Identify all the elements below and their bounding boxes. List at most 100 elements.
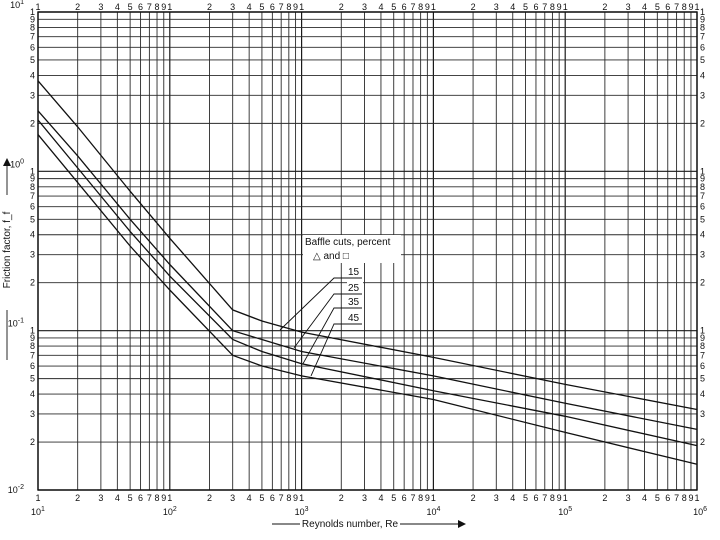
x-bottom-tick-label: 5 [259,493,264,503]
series-line-45 [37,134,698,465]
y-decade-label: 10-1 [8,318,24,329]
y-left-tick-label: 5 [30,214,35,224]
x-bottom-tick-label: 4 [378,493,383,503]
y-left-tick-label: 1 [30,7,35,17]
y-left-tick-label: 8 [30,182,35,192]
y-right-tick-label: 2 [700,278,705,288]
x-top-tick-label: 1 [694,2,699,12]
x-top-tick-label: 1 [35,2,40,12]
series-curves [37,80,698,465]
x-top-tick-label: 9 [688,2,693,12]
y-right-tick-label: 1 [700,166,705,176]
x-bottom-tick-label: 2 [471,493,476,503]
y-left-tick-label: 6 [30,361,35,371]
x-bottom-tick-label: 1 [563,493,568,503]
y-right-tick-label: 9 [700,14,705,24]
y-left-tick-label: 8 [30,22,35,32]
legend-leader-35 [302,307,362,364]
legend-subtitle: △ and □ [313,251,349,262]
x-bottom-tick-label: 3 [230,493,235,503]
legend-entry-25: 25 [348,283,360,294]
x-bottom-tick-label: 4 [247,493,252,503]
series-line-25 [37,110,698,431]
x-bottom-tick-label: 3 [98,493,103,503]
y-right-tick-label: 3 [700,90,705,100]
x-top-tick-label: 6 [533,2,538,12]
y-left-tick-label: 3 [30,90,35,100]
x-axis-arrow-head [458,520,466,528]
x-top-tick-label: 7 [410,2,415,12]
y-left-tick-label: 3 [30,250,35,260]
x-top-tick-label: 3 [362,2,367,12]
y-right-tick-label: 8 [700,182,705,192]
x-bottom-tick-label: 5 [391,493,396,503]
x-top-tick-label: 4 [247,2,252,12]
y-decade-label: 101 [10,0,24,10]
y-left-tick-label: 9 [30,14,35,24]
y-left-tick-label: 5 [30,374,35,384]
series-line-35 [37,119,698,447]
y-left-tick-label: 3 [30,409,35,419]
x-bottom-tick-label: 6 [270,493,275,503]
x-top-tick-label: 2 [602,2,607,12]
legend-entry-15: 15 [348,267,360,278]
x-top-tick-label: 7 [542,2,547,12]
y-right-tick-label: 3 [700,409,705,419]
x-bottom-tick-label: 9 [425,493,430,503]
y-right-tick-label: 5 [700,214,705,224]
x-bottom-tick-label: 4 [115,493,120,503]
x-bottom-tick-label: 3 [626,493,631,503]
x-bottom-tick-label: 9 [688,493,693,503]
y-left-tick-label: 4 [30,230,35,240]
x-top-tick-label: 1 [431,2,436,12]
x-bottom-tick-label: 3 [494,493,499,503]
x-top-tick-label: 2 [75,2,80,12]
x-top-tick-label: 8 [550,2,555,12]
y-decade-label: 10-2 [8,484,24,495]
x-top-tick-label: 2 [207,2,212,12]
y-right-tick-label: 7 [700,350,705,360]
x-bottom-tick-label: 5 [128,493,133,503]
y-right-tick-label: 6 [700,202,705,212]
y-left-tick-label: 2 [30,437,35,447]
x-top-tick-label: 9 [293,2,298,12]
x-top-tick-label: 4 [510,2,515,12]
x-bottom-tick-label: 7 [279,493,284,503]
legend-title: Baffle cuts, percent [305,237,391,248]
y-left-tick-label: 7 [30,32,35,42]
x-top-tick-label: 8 [155,2,160,12]
x-bottom-tick-label: 8 [682,493,687,503]
x-top-tick-label: 1 [563,2,568,12]
x-bottom-tick-label: 2 [207,493,212,503]
x-bottom-tick-label: 5 [523,493,528,503]
y-right-tick-label: 8 [700,341,705,351]
legend-entry-bg [347,281,363,293]
x-bottom-tick-label: 6 [138,493,143,503]
y-right-tick-label: 4 [700,389,705,399]
y-left-tick-label: 6 [30,42,35,52]
x-top-tick-label: 7 [147,2,152,12]
x-top-tick-label: 2 [339,2,344,12]
legend-entry-35: 35 [348,297,360,308]
x-bottom-tick-label: 4 [510,493,515,503]
y-axis-arrow-head [3,158,11,166]
x-top-tick-label: 5 [391,2,396,12]
x-top-tick-label: 3 [626,2,631,12]
x-decade-label: 106 [693,506,707,517]
legend-leader-45 [310,323,362,377]
y-left-tick-label: 9 [30,333,35,343]
x-bottom-tick-label: 7 [410,493,415,503]
x-top-tick-label: 6 [665,2,670,12]
y-left-tick-label: 2 [30,118,35,128]
x-top-tick-label: 7 [674,2,679,12]
x-bottom-tick-label: 3 [362,493,367,503]
y-right-tick-label: 3 [700,250,705,260]
axis-labels: Reynolds number, Re Friction factor, f_f [2,158,466,530]
y-left-tick-label: 5 [30,55,35,65]
x-bottom-tick-label: 4 [642,493,647,503]
x-top-tick-label: 1 [299,2,304,12]
y-left-tick-label: 4 [30,70,35,80]
x-bottom-tick-label: 8 [550,493,555,503]
x-bottom-tick-label: 1 [299,493,304,503]
